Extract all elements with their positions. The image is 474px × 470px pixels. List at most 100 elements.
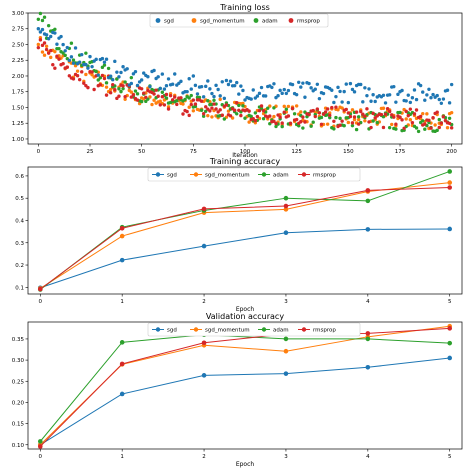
loss-point-rmsprop (113, 87, 117, 92)
loss-point-rmsprop (387, 109, 392, 114)
loss-point-adam (183, 97, 187, 102)
training-loss-title: Training loss (219, 3, 270, 12)
training-loss-panel: Training loss 1.00 1.25 1.50 1.75 2.00 2.25 2.… (12, 3, 463, 159)
loss-point-sgd-momentum (53, 49, 57, 54)
training-loss-xlabel: Iteration (232, 152, 258, 159)
loss-point-rmsprop (179, 96, 183, 100)
loss-point-rmsprop (80, 70, 84, 74)
loss-point-sgd (408, 100, 413, 105)
loss-point-adam (338, 116, 342, 121)
loss-point-rmsprop (338, 123, 342, 127)
loss-point-sgd-momentum (90, 73, 94, 77)
loss-point-sgd-momentum (241, 101, 245, 106)
loss-point-sgd-momentum (363, 119, 367, 123)
loss-point-sgd (309, 86, 313, 90)
loss-point-sgd (187, 77, 191, 81)
loss-point-sgd (94, 57, 98, 62)
loss-point-sgd (185, 89, 189, 94)
loss-point-adam (206, 99, 210, 103)
loss-point-adam (40, 18, 45, 23)
loss-point-rmsprop (46, 51, 51, 55)
loss-point-adam (71, 58, 76, 62)
loss-point-sgd-momentum (408, 118, 413, 122)
loss-point-sgd (321, 91, 326, 96)
loss-point-rmsprop (402, 126, 406, 130)
loss-point-sgd (199, 84, 204, 89)
loss-point-adam (123, 80, 127, 84)
loss-point-rmsprop (232, 108, 237, 112)
loss-point-adam (334, 115, 338, 120)
loss-point-adam (292, 112, 297, 116)
training-accuracy-point-rmsprop (201, 206, 207, 212)
loss-point-sgd (429, 95, 433, 100)
loss-point-sgd (249, 97, 253, 101)
loss-point-sgd (100, 56, 105, 61)
training-loss-ytick-label: 1.00 (12, 137, 25, 143)
loss-point-adam (57, 46, 61, 51)
loss-point-sgd (338, 89, 342, 94)
loss-point-adam (61, 51, 65, 55)
loss-point-rmsprop (160, 95, 165, 99)
loss-point-sgd (193, 83, 198, 88)
validation-accuracy-point-adam (365, 336, 371, 342)
validation-accuracy-axes-frame (27, 321, 463, 450)
loss-point-rmsprop (168, 93, 173, 98)
loss-point-sgd (69, 55, 74, 59)
validation-accuracy-y-ticks: 0.10 0.15 0.20 0.25 0.30 0.35 (12, 337, 28, 449)
loss-point-adam (447, 116, 452, 120)
loss-point-adam (356, 115, 361, 119)
loss-point-rmsprop (135, 98, 140, 102)
loss-point-rmsprop (385, 106, 390, 111)
loss-point-sgd-momentum (381, 106, 386, 110)
loss-point-sgd (146, 74, 150, 79)
validation-accuracy-xlabel: Epoch (236, 461, 255, 468)
loss-point-rmsprop (189, 102, 193, 107)
loss-point-adam (144, 99, 148, 104)
loss-point-rmsprop (55, 54, 59, 58)
loss-point-rmsprop (443, 119, 448, 123)
loss-point-rmsprop (154, 88, 158, 92)
loss-point-rmsprop (280, 121, 284, 125)
loss-point-sgd (156, 75, 160, 79)
loss-point-rmsprop (42, 41, 47, 45)
training-accuracy-point-rmsprop (447, 185, 453, 190)
training-loss-ytick-label: 2.00 (12, 74, 25, 80)
training-accuracy-point-adam (283, 195, 289, 201)
loss-point-adam (237, 103, 241, 108)
training-accuracy-axes-frame (27, 166, 463, 295)
loss-point-sgd (38, 30, 43, 34)
loss-point-rmsprop (224, 103, 229, 107)
training-loss-legend: sgd sgd_momentum adam rmsprop (149, 13, 329, 28)
training-accuracy-xtick-label: 2 (202, 299, 206, 305)
loss-point-sgd-momentum (218, 97, 222, 102)
validation-accuracy-line-sgd (40, 357, 450, 446)
loss-point-sgd (404, 99, 408, 103)
loss-point-adam (272, 106, 276, 110)
loss-point-sgd (294, 92, 299, 97)
loss-point-adam (189, 93, 193, 98)
loss-point-sgd (317, 96, 322, 101)
loss-point-rmsprop (71, 77, 76, 81)
loss-point-sgd-momentum (325, 122, 330, 126)
loss-point-adam (274, 124, 278, 129)
loss-point-sgd-momentum (346, 120, 351, 125)
loss-point-sgd (371, 93, 375, 97)
loss-point-sgd (125, 67, 129, 71)
loss-point-rmsprop (359, 109, 363, 114)
validation-accuracy-lines (37, 323, 453, 449)
loss-point-sgd (449, 82, 454, 87)
loss-point-adam (36, 17, 41, 21)
loss-point-sgd (61, 42, 65, 47)
loss-point-sgd (299, 85, 303, 89)
loss-point-sgd (367, 87, 371, 91)
loss-point-sgd (90, 64, 94, 69)
loss-point-rmsprop (288, 121, 293, 126)
loss-point-sgd (65, 45, 69, 50)
training-accuracy-title: Training accuracy (209, 157, 280, 166)
loss-point-sgd-momentum (282, 104, 286, 109)
loss-point-sgd (133, 69, 138, 74)
loss-point-rmsprop (334, 105, 338, 109)
loss-point-adam (94, 69, 98, 74)
loss-point-rmsprop (131, 93, 136, 97)
loss-point-sgd-momentum (272, 114, 276, 119)
